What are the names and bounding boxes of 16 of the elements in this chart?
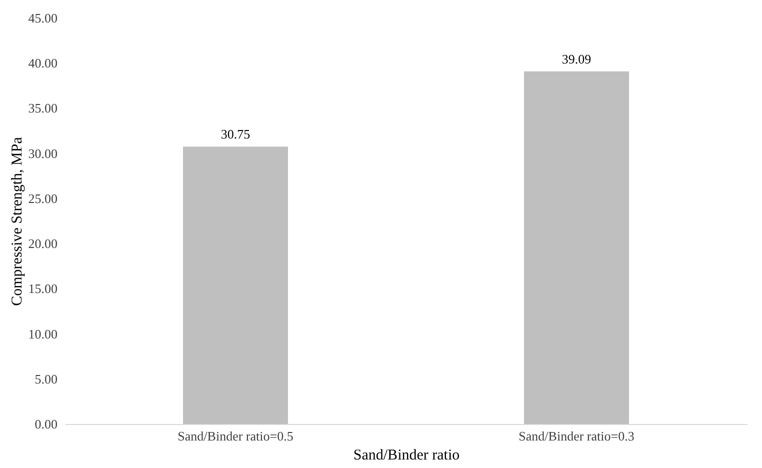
y-tick-label: 0.00: [34, 416, 58, 432]
y-tick-label: 25.00: [28, 190, 58, 206]
data-label: 30.75: [220, 126, 250, 142]
y-tick-label: 20.00: [28, 236, 58, 252]
y-tick-label: 40.00: [28, 56, 58, 71]
y-tick-label: 15.00: [28, 281, 58, 296]
y-tick-label: 5.00: [34, 371, 58, 386]
y-tick-label: 10.00: [28, 326, 58, 342]
data-label: 39.09: [562, 51, 592, 66]
y-tick-label: 45.00: [28, 10, 58, 26]
x-tick-label: Sand/Binder ratio=0.3: [518, 428, 634, 444]
x-tick-label: Sand/Binder ratio=0.5: [178, 428, 294, 444]
y-tick-label: 30.00: [28, 146, 58, 161]
x-axis-title: Sand/Binder ratio: [353, 448, 460, 464]
y-tick-label: 35.00: [28, 100, 58, 116]
y-axis-title: Compressive Strength, MPa: [9, 136, 26, 306]
